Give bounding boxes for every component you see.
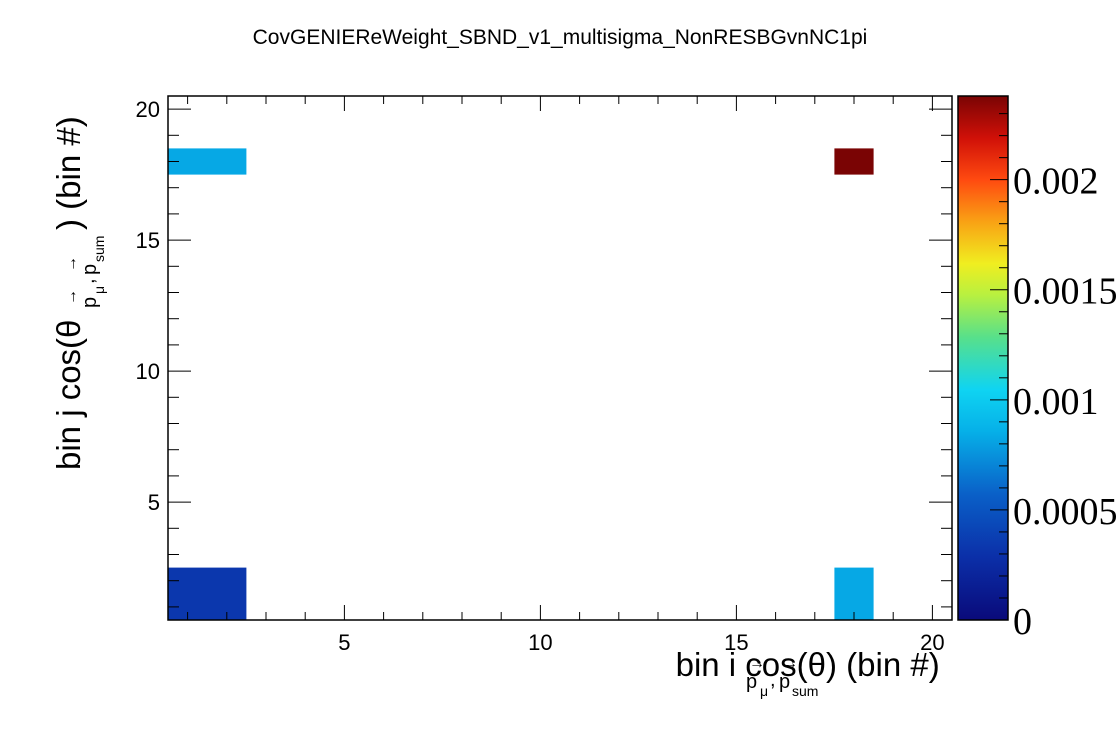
svg-text:,: , [770, 669, 776, 691]
svg-text:p: p [79, 264, 101, 275]
svg-text:) (bin #): ) (bin #) [50, 116, 87, 230]
chart-title: CovGENIEReWeight_SBND_v1_multisigma_NonR… [253, 26, 868, 49]
x-axis-title-tail: ) (bin #) [826, 646, 940, 683]
color-scale-tick-label: 0.0005 [1013, 491, 1118, 533]
y-tick-label: 5 [148, 490, 160, 515]
svg-text:sum: sum [792, 683, 818, 699]
x-tick-label: 10 [528, 630, 552, 655]
svg-text:sum: sum [91, 236, 107, 262]
svg-text:bin j cos(θ: bin j cos(θ [50, 320, 87, 470]
y-axis-title: bin j cos(θ p → μ , p → sum ) (bin #) [50, 116, 107, 470]
axis-ticks: 5 10 15 20 5 10 15 20 [136, 96, 952, 655]
svg-text:→: → [63, 256, 80, 272]
x-tick-label: 5 [338, 630, 350, 655]
plot-frame [167, 95, 953, 621]
svg-text:p: p [746, 671, 757, 693]
x-tick-label: 20 [920, 630, 944, 655]
svg-text:μ: μ [91, 286, 107, 294]
y-tick-label: 20 [136, 97, 160, 122]
color-scale-tick-label: 0 [1013, 601, 1032, 643]
color-scale-ticks: 0 0.0005 0.001 0.0015 0.002 [990, 113, 1118, 643]
x-axis-title-subscript: p → μ , p → sum [746, 655, 818, 699]
color-scale-tick-label: 0.001 [1013, 381, 1099, 423]
heatmap-cell [168, 148, 247, 175]
y-tick-label: 10 [136, 359, 160, 384]
y-tick-label: 15 [136, 228, 160, 253]
color-scale-tick-label: 0.002 [1013, 161, 1099, 203]
color-scale-bar [957, 95, 1009, 621]
heatmap-cell [168, 567, 247, 620]
heatmap-cell [834, 567, 874, 620]
svg-text:→: → [782, 655, 798, 672]
svg-text:p: p [79, 297, 101, 308]
x-tick-label: 15 [724, 630, 748, 655]
svg-text:p: p [779, 671, 790, 693]
svg-text:μ: μ [760, 683, 768, 699]
x-axis-title: bin i cos(θ [676, 646, 826, 683]
svg-text:,: , [77, 278, 99, 284]
svg-text:→: → [749, 655, 765, 672]
svg-text:→: → [63, 289, 80, 305]
heatmap-cell [834, 148, 874, 175]
color-scale-tick-label: 0.0015 [1013, 271, 1118, 313]
heatmap-cells [168, 148, 874, 620]
